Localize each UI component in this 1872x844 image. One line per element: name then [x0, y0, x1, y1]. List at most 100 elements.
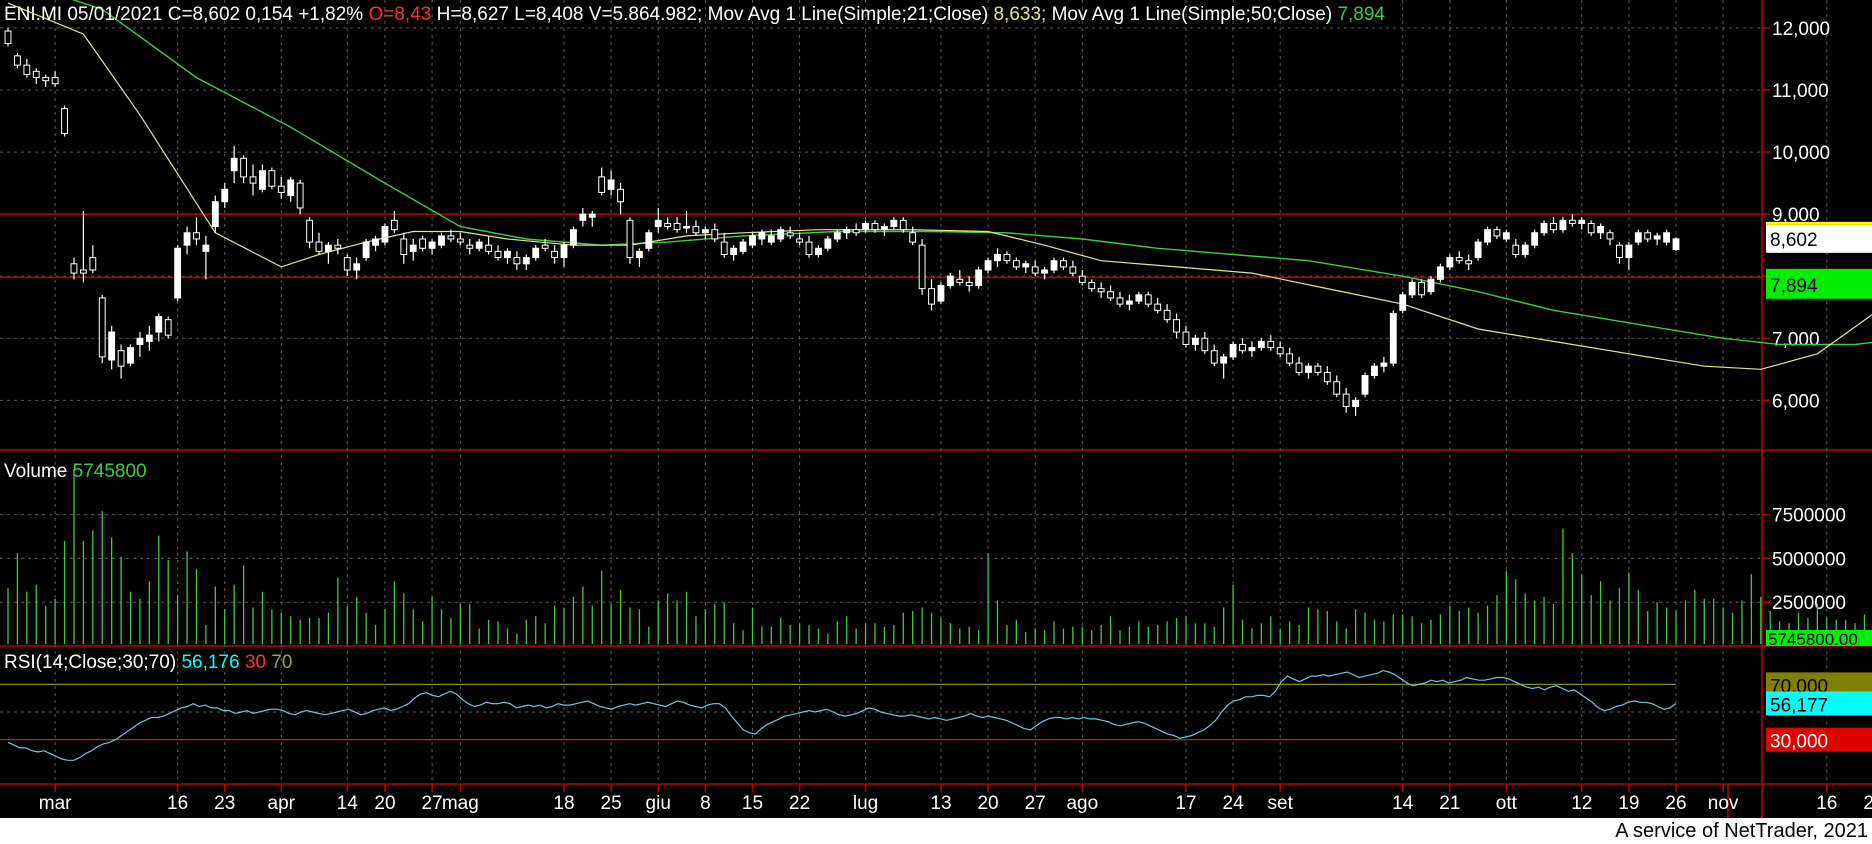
y-tick-label: 6,000 [1772, 391, 1820, 412]
candle [1493, 229, 1501, 237]
y-tick-label: 7,000 [1772, 329, 1820, 350]
price-header: ENI.MI 05/01/2021 C=8,602 0,154 +1,82% O… [4, 4, 1385, 26]
x-tick-label: 14 [337, 793, 359, 814]
candle [513, 257, 521, 265]
candle [1276, 347, 1284, 355]
volume-badge [1766, 630, 1872, 646]
candle [1606, 232, 1614, 240]
ma21-label: Mov Avg 1 Line(Simple;21;Close) [707, 4, 989, 25]
rsi-value: 56,176 [181, 652, 240, 673]
x-tick-label: 14 [1392, 793, 1414, 814]
x-tick-label: 24 [1223, 793, 1245, 814]
candle [758, 232, 766, 240]
rsi-title: RSI(14;Close;30;70) [4, 652, 177, 673]
candle [1371, 365, 1378, 377]
candle [447, 235, 455, 240]
candle [560, 244, 568, 259]
x-tick-label: 23 [1863, 793, 1872, 814]
candle [1041, 269, 1049, 274]
candle [1436, 266, 1444, 280]
candles [4, 27, 1680, 416]
candle [1540, 222, 1548, 234]
x-tick-label: 13 [930, 793, 951, 814]
x-tick-label: lug [853, 793, 878, 814]
y-tick-label: 9,000 [1772, 205, 1820, 226]
ma21-line [7, 2, 1872, 370]
candle [145, 334, 153, 342]
candle [1342, 393, 1350, 408]
candle [749, 235, 756, 246]
candle [1531, 232, 1539, 246]
x-tick-label: 23 [214, 793, 235, 814]
candle [1484, 229, 1491, 243]
x-tick-label: ago [1066, 793, 1098, 814]
rsi-value-badge-label: 56,177 [1770, 695, 1828, 716]
x-tick-label: 16 [1816, 793, 1837, 814]
x-tick-label: 17 [1175, 793, 1196, 814]
candle [1012, 260, 1020, 268]
candle [852, 229, 860, 234]
candle [843, 229, 851, 234]
x-tick-label: nov [1708, 793, 1739, 814]
candle [1116, 297, 1124, 305]
candle [268, 170, 276, 187]
candle [1295, 362, 1303, 373]
candle [928, 288, 935, 305]
candle [504, 250, 511, 259]
candle [1427, 278, 1435, 293]
candle [994, 253, 1001, 262]
candle [1521, 244, 1529, 255]
footer-credit: A service of NetTrader, 2021 [1615, 820, 1868, 842]
candle [494, 250, 502, 259]
candle [183, 232, 191, 246]
candle [438, 235, 445, 246]
candle [1144, 294, 1152, 305]
candle [541, 244, 549, 249]
candle [1239, 343, 1246, 352]
candle [1126, 300, 1133, 305]
candle [381, 226, 389, 243]
candle [1220, 356, 1228, 364]
candle [32, 70, 40, 79]
last-price-badge-label: 8,602 [1770, 230, 1818, 251]
candle [1634, 232, 1642, 243]
candle [871, 222, 879, 231]
volume-tick-label: 7500000 [1772, 506, 1846, 527]
x-tick-label: 20 [977, 793, 998, 814]
x-tick-label: 27 [1025, 793, 1046, 814]
candle [14, 55, 21, 66]
candle [277, 185, 285, 193]
candle [909, 232, 917, 243]
footer: A service of NetTrader, 2021 [0, 818, 1872, 844]
x-tick-label: set [1268, 793, 1294, 814]
candle [1107, 291, 1114, 299]
candle [287, 179, 295, 197]
candle [786, 232, 794, 237]
rsi-high-level: 70 [271, 652, 293, 673]
candle [353, 263, 361, 271]
candle [1267, 340, 1275, 349]
candle [343, 257, 351, 271]
candle [409, 244, 417, 252]
candle [1201, 337, 1209, 352]
candle [127, 347, 134, 364]
candle [1163, 309, 1171, 321]
candle [240, 157, 248, 178]
candle [1550, 222, 1557, 231]
candle [777, 229, 785, 240]
candle [89, 257, 97, 271]
candle [221, 188, 229, 203]
candle [1173, 319, 1180, 333]
y-tick-label: 11,000 [1772, 81, 1829, 102]
candle [1446, 257, 1454, 268]
candle [475, 241, 483, 249]
candle [730, 247, 738, 255]
candle [98, 297, 106, 358]
candle [1191, 337, 1199, 345]
candle [720, 241, 728, 255]
change-pct-label: +1,82% [298, 4, 364, 25]
candle [1305, 365, 1312, 373]
ma50-value: 7,894 [1337, 4, 1385, 25]
candle [833, 232, 841, 240]
